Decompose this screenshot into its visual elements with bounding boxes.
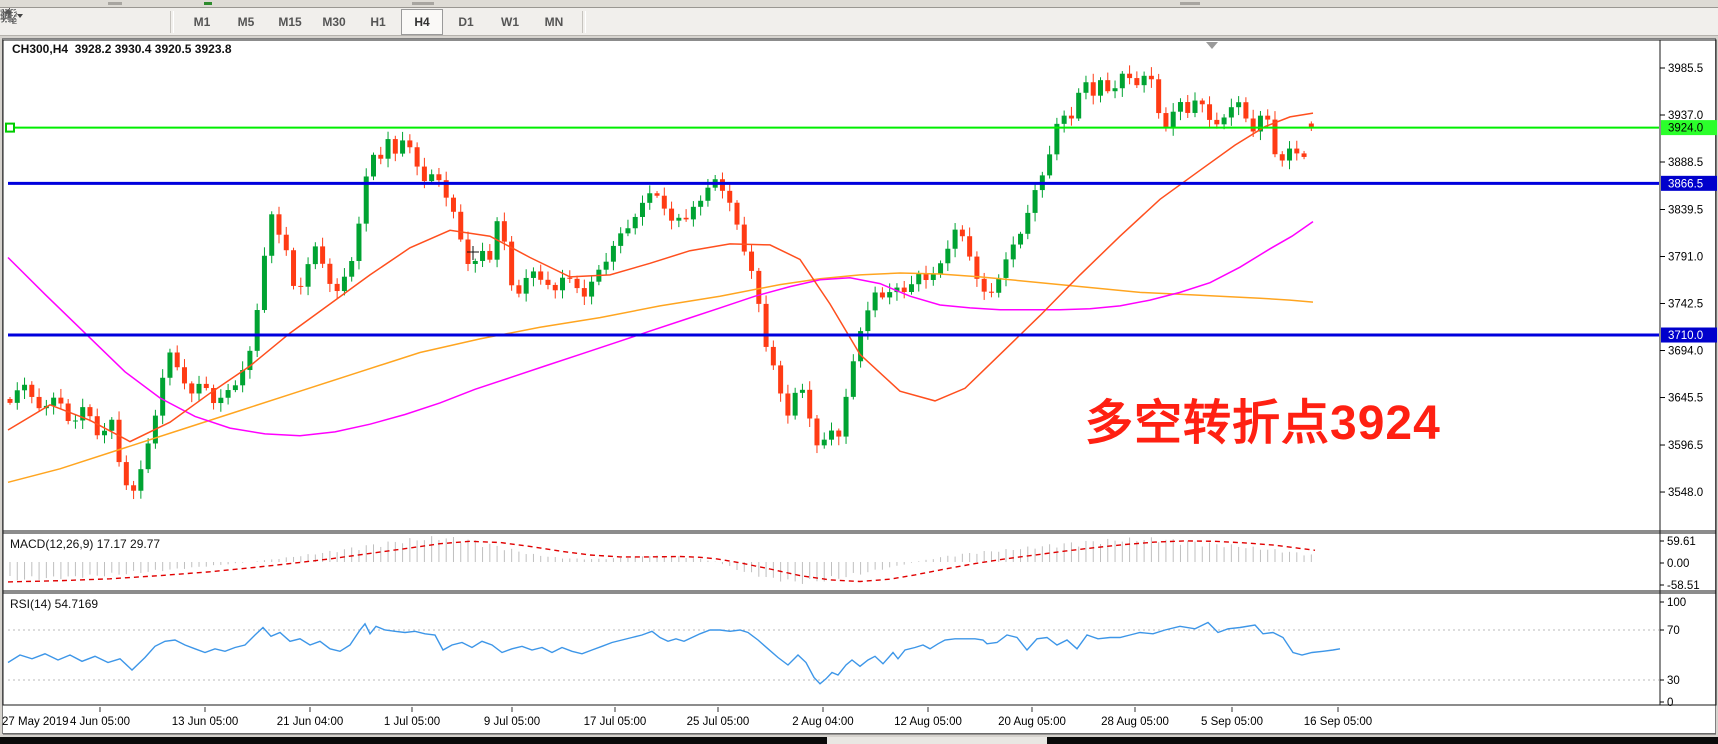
time-axis[interactable]: 27 May 2019 4 Jun 05:00 13 Jun 05:00 21 Jun…: [2, 707, 1372, 728]
toolbar-fragment: [1180, 2, 1200, 5]
price-axis[interactable]: 3985.5 3937.0 3888.5 3839.5 3791.0 3742.5 3694…: [1660, 63, 1717, 709]
price-tick-label: 3888.5: [1668, 157, 1703, 169]
macd-signal-line: [7, 540, 1316, 583]
textbox-icon[interactable]: T: [0, 6, 131, 32]
chart-symbol-ohlc-title: CH300,H4 3928.2 3930.4 3920.5 3923.8: [12, 42, 232, 56]
price-tick-label: 3937.0: [1668, 110, 1703, 122]
macd-indicator-title: MACD(12,26,9) 17.17 29.77: [10, 537, 161, 551]
price-tick-label: 3548.0: [1668, 487, 1703, 499]
price-badge: [1661, 327, 1717, 343]
toolbar-separator: [170, 10, 174, 33]
rsi-tick-label: 100: [1667, 597, 1686, 609]
toolbar: EFAT M1 M5 M15 M30 H1 H4 D1 W1 MN: [0, 8, 1718, 36]
toolbar-separator: [582, 10, 586, 33]
date-tick-label: 12 Aug 05:00: [894, 716, 962, 728]
chart-annotation-text: 多空转折点3924: [1085, 397, 1441, 450]
price-badge-label: 3924.0: [1668, 123, 1703, 135]
timeframe-button-h1[interactable]: H1: [370, 14, 386, 29]
date-tick-label: 28 Aug 05:00: [1101, 716, 1169, 728]
svg-text:T: T: [5, 12, 11, 23]
cycle-arrows-icon[interactable]: [4, 6, 163, 32]
ma-medium-line: [7, 272, 1314, 484]
price-badge: [1661, 175, 1717, 191]
rsi-panel: [7, 621, 1659, 685]
timeframe-button-m5[interactable]: M5: [237, 14, 255, 29]
toolbar-fragment: [204, 2, 212, 5]
macd-tick-label: -58.51: [1667, 580, 1700, 592]
timeframe-button-mn[interactable]: MN: [544, 14, 564, 29]
timeframe-group: M1 M5 M15 M30 H1 H4 D1 W1 MN: [180, 8, 576, 35]
timeframe-button-h4[interactable]: H4: [401, 8, 443, 35]
date-tick-label: 20 Aug 05:00: [998, 716, 1066, 728]
price-tick-label: 3596.5: [1668, 440, 1703, 452]
date-tick-label: 21 Jun 04:00: [277, 716, 344, 728]
price-badge-label: 3866.5: [1668, 178, 1703, 190]
price-badge: [1661, 120, 1717, 136]
date-tick-label: 27 May 2019: [2, 716, 69, 728]
price-tick-label: 3694.0: [1668, 346, 1703, 358]
date-tick-label: 9 Jul 05:00: [484, 716, 540, 728]
date-tick-label: 5 Sep 05:00: [1201, 716, 1263, 728]
toolbar-fragment: [412, 2, 434, 5]
ma-fast-line: [7, 112, 1314, 443]
macd-panel: [7, 536, 1316, 584]
date-tick-label: 1 Jul 05:00: [384, 716, 440, 728]
date-tick-label: 25 Jul 05:00: [687, 716, 750, 728]
price-tick-label: 3742.5: [1668, 299, 1703, 311]
candlestick-series: [7, 65, 1314, 500]
timeframe-button-d1[interactable]: D1: [458, 14, 474, 29]
rsi-tick-label: 30: [1667, 675, 1680, 687]
timeframe-button-w1[interactable]: W1: [501, 14, 519, 29]
date-tick-label: 17 Jul 05:00: [584, 716, 647, 728]
text-label-icon[interactable]: A: [3, 6, 99, 32]
price-tick-label: 3791.0: [1668, 252, 1703, 264]
ma-slow-line: [7, 220, 1314, 437]
hline-anchor-handle[interactable]: [5, 122, 15, 133]
window-top-edge: [0, 0, 1718, 8]
date-tick-label: 4 Jun 05:00: [70, 716, 130, 728]
rsi-tick-label: 0: [1667, 697, 1673, 709]
price-tick-label: 3839.5: [1668, 205, 1703, 217]
rsi-tick-label: 70: [1667, 625, 1680, 637]
date-tick-label: 16 Sep 05:00: [1304, 716, 1372, 728]
toolbar-fragment: [108, 2, 122, 5]
date-tick-label: 2 Aug 04:00: [792, 716, 853, 728]
price-panel: [7, 65, 1314, 500]
chart-shift-marker[interactable]: [1206, 42, 1218, 49]
date-tick-label: 13 Jun 05:00: [172, 716, 239, 728]
svg-text:A: A: [3, 9, 12, 24]
taskbar-fragment: [827, 737, 1047, 744]
rsi-line: [7, 621, 1341, 685]
drawing-tools-group: EFAT: [0, 6, 164, 37]
window-bottom-edge: [0, 737, 1718, 744]
cross-marker[interactable]: [467, 246, 479, 260]
macd-tick-label: 59.61: [1667, 536, 1696, 548]
rsi-indicator-title: RSI(14) 54.7169: [10, 597, 99, 611]
price-tick-label: 3985.5: [1668, 63, 1703, 75]
macd-histogram: [9, 536, 1312, 584]
timeframe-button-m30[interactable]: M30: [322, 14, 346, 29]
price-badge-label: 3710.0: [1668, 330, 1703, 342]
macd-tick-label: 0.00: [1667, 558, 1689, 570]
timeframe-button-m15[interactable]: M15: [278, 14, 302, 29]
price-tick-label: 3645.5: [1668, 393, 1703, 405]
timeframe-button-m1[interactable]: M1: [193, 14, 211, 29]
